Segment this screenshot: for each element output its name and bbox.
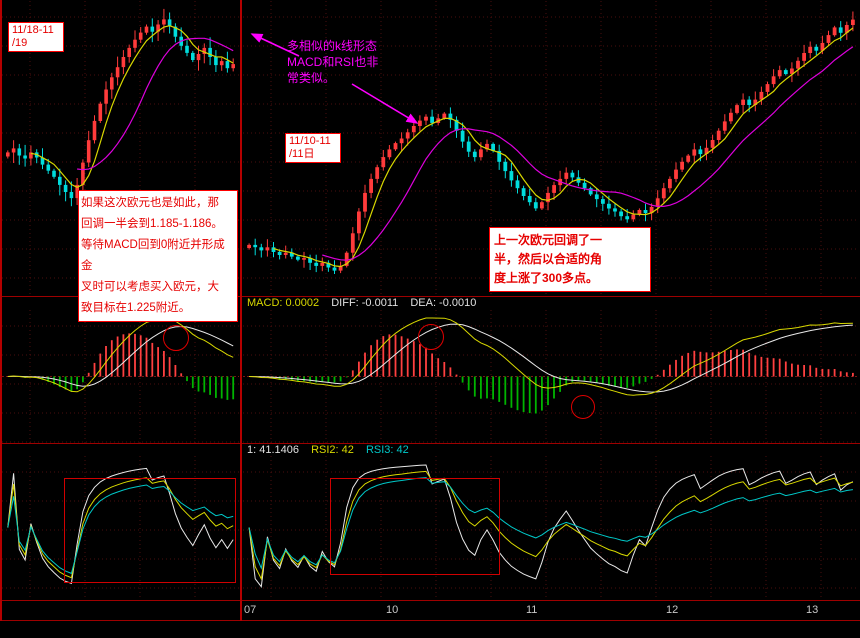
rsi1-value: 1: 41.1406 [247, 444, 299, 456]
axis-label-13: 13 [806, 604, 819, 616]
macd-splitter-line [0, 296, 860, 297]
rsi3-value: RSI3: 42 [365, 444, 409, 456]
period-label-left[interactable]: 11/18-11 /19 [8, 22, 64, 52]
rsi-highlight-box-right[interactable] [330, 478, 500, 575]
rsi-highlight-box-left[interactable] [64, 478, 236, 583]
right-rsi-chart[interactable] [243, 456, 859, 599]
axis-label-10: 10 [386, 604, 399, 616]
axis-bottom-line [0, 620, 860, 621]
macd-cross-circle-right-2[interactable] [571, 395, 595, 419]
analysis-note-right[interactable]: 上一次欧元回调了一 半，然后以合适的角 度上涨了300多点。 [489, 227, 651, 292]
macd-values-readout: MACD: 0.0002 DIFF: -0.0011 DEA: -0.0010 [247, 297, 485, 309]
window-left-border [0, 0, 2, 621]
rsi-values-readout: 1: 41.1406 RSI2: 42 RSI3: 42 [247, 444, 418, 456]
panel-divider[interactable] [240, 0, 242, 621]
macd-cross-circle-right-1[interactable] [418, 324, 444, 350]
axis-label-07: 07 [244, 604, 257, 616]
axis-label-11: 11 [526, 604, 538, 616]
dea-value: DEA: -0.0010 [410, 297, 477, 309]
comparison-note[interactable]: 多相似的k线形态 MACD和RSI也非 常类似。 [287, 39, 379, 85]
rsi2-value: RSI2: 42 [311, 444, 354, 456]
macd-cross-circle-left[interactable] [163, 325, 189, 351]
macd-value: MACD: 0.0002 [247, 297, 320, 309]
right-macd-chart[interactable] [243, 310, 859, 443]
period-label-right[interactable]: 11/10-11 /11日 [285, 133, 341, 163]
rsi-splitter-line [0, 443, 860, 444]
diff-value: DIFF: -0.0011 [331, 297, 399, 309]
left-macd-chart[interactable] [2, 310, 239, 443]
axis-top-line [0, 600, 860, 601]
left-rsi-chart[interactable] [2, 456, 239, 599]
analysis-note-left[interactable]: 如果这次欧元也是如此，那 回调一半会到1.185-1.186。 等待MACD回到… [78, 190, 238, 322]
axis-label-12: 12 [666, 604, 679, 616]
